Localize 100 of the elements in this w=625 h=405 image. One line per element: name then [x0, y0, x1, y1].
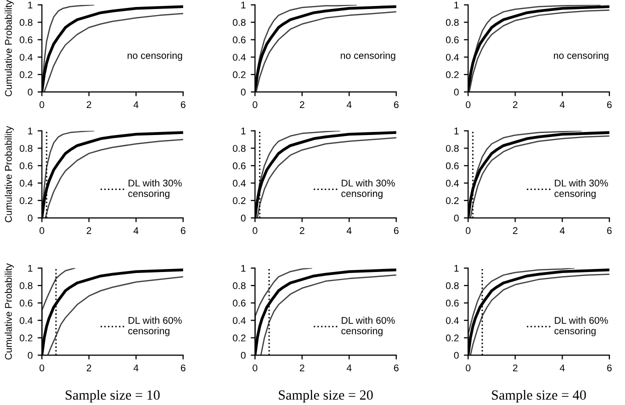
- x-tick-label: 4: [134, 227, 138, 234]
- y-tick-label: 0.8: [20, 19, 32, 26]
- x-tick-label: 2: [300, 364, 304, 372]
- x-tick-label: 6: [180, 364, 186, 372]
- x-tick-label: 6: [180, 101, 186, 108]
- y-tick-label: 0.4: [446, 180, 459, 187]
- y-tick-label: 0.2: [446, 71, 459, 78]
- y-tick-label: 0.8: [232, 282, 246, 290]
- x-tick-label: 6: [607, 101, 612, 108]
- y-tick-label: 0: [454, 88, 459, 96]
- y-tick-label: 0: [454, 214, 459, 222]
- y-tick-label: 0.8: [20, 144, 32, 152]
- x-tick-label: 0: [40, 101, 44, 108]
- y-tick-label: 0.8: [446, 19, 459, 26]
- x-tick-label: 2: [512, 364, 518, 372]
- x-tick-label: 2: [86, 364, 92, 372]
- x-tick-label: 0: [252, 364, 258, 372]
- y-tick-label: 0: [28, 214, 32, 222]
- y-tick-label: 0.6: [446, 162, 459, 170]
- y-tick-label: 1: [241, 128, 246, 134]
- y-axis-title: Cumulative Probability: [4, 263, 14, 360]
- x-tick-label: 4: [346, 364, 352, 372]
- y-tick-label: 0.6: [232, 300, 246, 307]
- ref-line-label: DL with 60% censoring: [554, 316, 608, 336]
- y-axis-title: Cumulative Probability: [4, 0, 14, 96]
- annotation: no censoring: [554, 52, 608, 61]
- y-tick-label: 0.8: [232, 144, 246, 152]
- x-tick-label: 6: [607, 227, 612, 234]
- x-tick-label: 6: [607, 364, 612, 372]
- y-tick-label: 1: [454, 2, 459, 8]
- x-tick-label: 4: [346, 227, 352, 234]
- y-tick-label: 0.6: [446, 36, 459, 44]
- x-tick-label: 0: [466, 101, 470, 108]
- y-tick-label: 0.4: [232, 180, 246, 187]
- y-tick-label: 0.4: [232, 317, 246, 324]
- y-tick-label: 0.8: [446, 282, 459, 290]
- y-tick-label: 0.6: [20, 36, 32, 44]
- x-tick-label: 2: [86, 101, 92, 108]
- ref-line-label: DL with 30% censoring: [128, 179, 182, 199]
- ref-line-label: DL with 30% censoring: [341, 179, 395, 199]
- y-tick-label: 0: [28, 352, 32, 359]
- x-tick-label: 2: [300, 101, 304, 108]
- x-axis-title: Sample size = 10: [66, 390, 160, 403]
- y-tick-label: 0.8: [446, 144, 459, 152]
- x-tick-label: 2: [86, 227, 92, 234]
- x-tick-label: 2: [512, 227, 518, 234]
- y-tick-label: 0.2: [446, 197, 459, 204]
- x-tick-label: 0: [40, 227, 44, 234]
- ref-line-label: DL with 60% censoring: [341, 316, 395, 336]
- y-tick-label: 0: [28, 88, 32, 96]
- y-tick-label: 1: [454, 264, 459, 272]
- x-tick-label: 0: [40, 364, 44, 372]
- x-tick-label: 6: [180, 227, 186, 234]
- y-tick-label: 0.2: [20, 71, 32, 78]
- y-tick-label: 1: [28, 128, 32, 134]
- ref-line-label: DL with 60% censoring: [128, 316, 182, 336]
- y-tick-label: 0.2: [232, 197, 246, 204]
- y-tick-label: 0: [240, 88, 246, 96]
- x-tick-label: 0: [252, 101, 258, 108]
- y-tick-label: 0.6: [232, 162, 246, 170]
- y-tick-label: 0.6: [20, 162, 32, 170]
- y-tick-label: 0: [454, 352, 459, 359]
- y-tick-label: 0.4: [232, 54, 246, 61]
- x-tick-label: 0: [466, 227, 470, 234]
- y-tick-label: 0.8: [20, 282, 32, 290]
- y-tick-label: 1: [454, 128, 459, 134]
- x-tick-label: 2: [300, 227, 304, 234]
- y-tick-label: 0.6: [232, 36, 246, 44]
- y-tick-label: 0.4: [446, 54, 459, 61]
- y-tick-label: 0.2: [232, 334, 246, 342]
- ref-line-label: DL with 30% censoring: [554, 179, 608, 199]
- y-tick-label: 0: [240, 352, 246, 359]
- y-tick-label: 0.4: [446, 317, 459, 324]
- x-tick-label: 4: [346, 101, 352, 108]
- y-tick-label: 1: [241, 264, 246, 272]
- y-tick-label: 0.4: [20, 54, 33, 61]
- y-tick-label: 0.8: [232, 19, 246, 26]
- y-axis-title: Cumulative Probability: [4, 126, 14, 222]
- y-tick-label: 1: [241, 2, 246, 8]
- y-tick-label: 0.4: [20, 317, 33, 324]
- x-tick-label: 6: [394, 227, 399, 234]
- x-tick-label: 2: [512, 101, 518, 108]
- x-tick-label: 4: [134, 364, 138, 372]
- y-tick-label: 1: [28, 264, 32, 272]
- y-tick-label: 0.6: [446, 300, 459, 307]
- x-axis-title: Sample size = 40: [492, 390, 586, 403]
- y-tick-label: 0.2: [446, 334, 459, 342]
- y-tick-label: 0: [240, 214, 246, 222]
- x-tick-label: 4: [560, 101, 565, 108]
- y-tick-label: 1: [28, 2, 32, 8]
- annotation: no censoring: [340, 52, 396, 61]
- y-tick-label: 0.6: [20, 300, 32, 307]
- x-axis-title: Sample size = 20: [278, 390, 373, 403]
- x-tick-label: 6: [394, 364, 399, 372]
- annotation: no censoring: [128, 52, 182, 61]
- y-tick-label: 0.2: [20, 197, 32, 204]
- y-tick-label: 0.2: [20, 334, 32, 342]
- y-tick-label: 0.4: [20, 180, 33, 187]
- x-tick-label: 0: [466, 364, 470, 372]
- x-tick-label: 4: [560, 364, 565, 372]
